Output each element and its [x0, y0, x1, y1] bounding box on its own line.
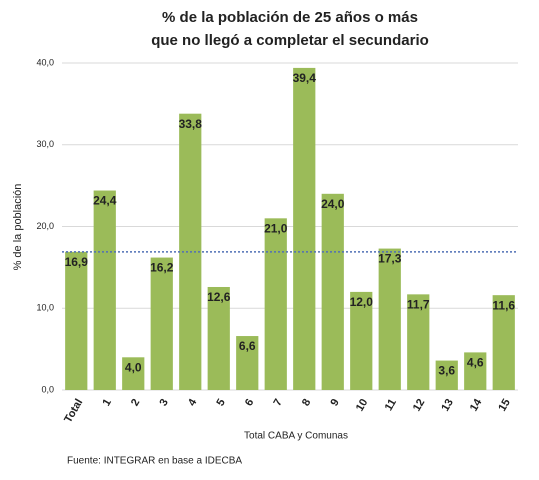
- bar: [321, 193, 344, 390]
- value-label: 12,6: [207, 290, 231, 304]
- x-tick-label: 11: [383, 397, 399, 413]
- value-label: 6,6: [239, 339, 256, 353]
- x-tick-label: 3: [157, 397, 170, 408]
- y-tick-label: 10,0: [36, 303, 54, 313]
- bar: [236, 336, 259, 390]
- bar: [207, 286, 230, 390]
- value-label: 39,4: [293, 71, 317, 85]
- bar: [378, 248, 401, 390]
- x-tick-label: 14: [468, 396, 485, 413]
- x-tick-label: 6: [243, 397, 256, 408]
- bar: [122, 357, 145, 390]
- value-label: 17,3: [378, 252, 402, 266]
- value-label: 11,6: [492, 298, 515, 312]
- y-tick-label: 30,0: [36, 139, 54, 149]
- x-tick-label: 7: [271, 397, 284, 408]
- bar: [93, 190, 116, 390]
- bar: [464, 352, 487, 390]
- bar: [150, 257, 173, 390]
- bar: [293, 67, 316, 390]
- x-axis-label: Total CABA y Comunas: [244, 431, 348, 442]
- value-label: 3,6: [438, 364, 455, 378]
- value-label: 4,0: [125, 360, 142, 374]
- x-tick-label: 13: [439, 397, 456, 414]
- value-label: 4,6: [467, 356, 484, 370]
- y-tick-label: 0,0: [41, 384, 54, 394]
- value-label: 11,7: [407, 298, 430, 312]
- value-label: 16,9: [65, 255, 89, 269]
- x-tick-label: 9: [328, 397, 341, 408]
- x-tick-label: 4: [186, 396, 200, 408]
- x-tick-label: 5: [214, 397, 227, 408]
- value-label: 33,8: [179, 117, 203, 131]
- y-tick-label: 20,0: [36, 221, 54, 231]
- bar: [435, 360, 458, 390]
- x-tick-label: 1: [100, 397, 113, 408]
- x-tick-label: 12: [411, 397, 428, 414]
- x-tick-label: 2: [129, 397, 142, 408]
- bar: [264, 218, 287, 390]
- chart-title: % de la población de 25 años o más: [162, 9, 418, 26]
- bar: [407, 294, 430, 390]
- y-tick-label: 40,0: [36, 57, 54, 67]
- bar: [350, 291, 373, 390]
- bar: [492, 295, 515, 390]
- x-tick-label: Total: [62, 397, 85, 425]
- source-note: Fuente: INTEGRAR en base a IDECBA: [67, 456, 242, 467]
- value-label: 24,4: [93, 194, 117, 208]
- y-axis-label: % de la población: [12, 184, 24, 271]
- x-tick-label: 10: [354, 397, 371, 414]
- x-tick-label: 15: [496, 397, 513, 414]
- x-tick-label: 8: [300, 397, 313, 408]
- bar: [65, 251, 88, 390]
- value-label: 16,2: [150, 261, 174, 275]
- chart-title: que no llegó a completar el secundario: [151, 32, 429, 49]
- value-label: 21,0: [264, 221, 288, 235]
- value-label: 12,0: [350, 295, 374, 309]
- value-label: 24,0: [321, 197, 345, 211]
